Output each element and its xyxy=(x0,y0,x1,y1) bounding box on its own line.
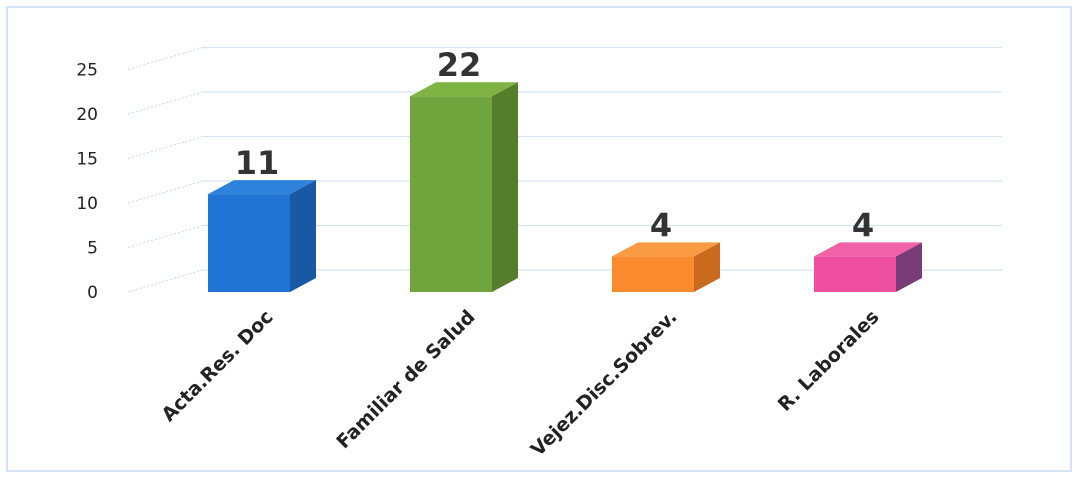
bar-top xyxy=(814,242,922,257)
data-label: 11 xyxy=(235,144,280,182)
y-tick-label: 0 xyxy=(87,283,98,303)
bar-2 xyxy=(410,82,518,292)
bar-top xyxy=(208,180,316,195)
data-labels: 11 22 4 4 xyxy=(235,46,874,244)
bar-4 xyxy=(814,242,922,292)
gridline-diagonal xyxy=(127,47,204,70)
bar-1 xyxy=(208,180,316,292)
bar-side xyxy=(492,82,518,292)
y-axis-ticks: 0 5 10 15 20 25 xyxy=(76,61,98,304)
gridline-diagonal xyxy=(127,180,204,204)
category-label: R. Laborales xyxy=(774,306,884,416)
y-tick-label: 15 xyxy=(76,150,98,170)
chart-frame xyxy=(6,6,1072,472)
category-label: Familiar de Salud xyxy=(332,306,479,453)
bar-3 xyxy=(612,242,720,292)
gridline-diagonal xyxy=(127,136,204,159)
bar-side xyxy=(694,242,720,292)
bar-front xyxy=(410,96,492,292)
bar-top xyxy=(612,242,720,257)
category-label: Vejez.Disc.Sobrev. xyxy=(527,306,682,461)
category-labels: Acta.Res. Doc Familiar de Salud Vejez.Disc… xyxy=(157,306,883,461)
category-label: Acta.Res. Doc xyxy=(157,306,277,426)
data-label: 22 xyxy=(437,46,482,84)
gridline-diagonal xyxy=(127,269,204,293)
bar-front xyxy=(612,256,694,292)
gridline-diagonal xyxy=(127,91,204,115)
bar-front xyxy=(814,256,896,292)
bar-top xyxy=(410,82,518,97)
data-label: 4 xyxy=(650,206,672,244)
y-tick-label: 5 xyxy=(87,239,98,259)
bar-side xyxy=(896,242,922,292)
data-label: 4 xyxy=(852,206,874,244)
gridline-diagonal xyxy=(127,225,204,248)
bars xyxy=(208,82,922,292)
grid-layer xyxy=(127,46,1002,293)
bar-front xyxy=(208,194,290,292)
bar-side xyxy=(290,180,316,292)
y-tick-label: 20 xyxy=(76,105,98,125)
y-tick-label: 10 xyxy=(76,194,98,214)
y-tick-label: 25 xyxy=(76,61,98,81)
